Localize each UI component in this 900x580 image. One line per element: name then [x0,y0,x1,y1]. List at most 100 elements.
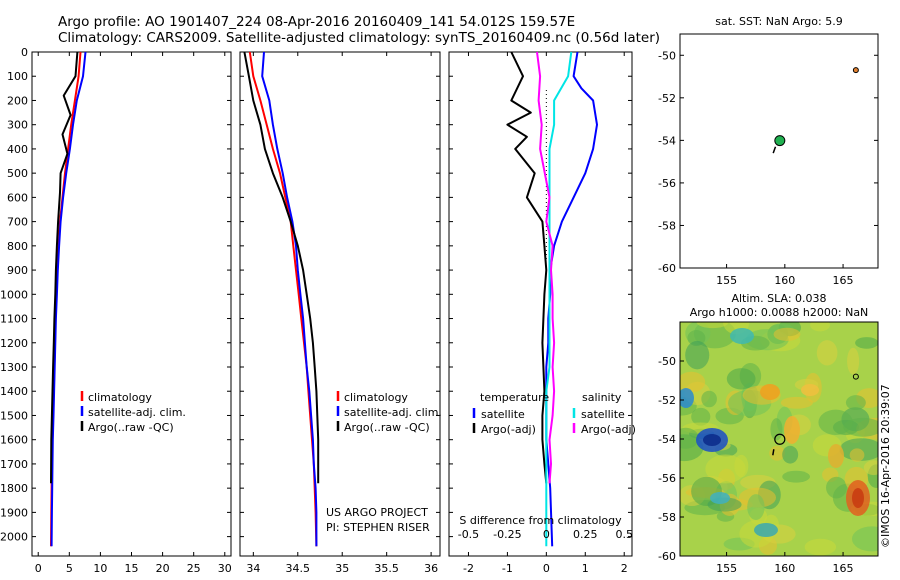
salinity-diff-tick-label: 0.25 [573,528,598,541]
sla-map-blob [810,322,830,332]
temperature-x-tick-label: 5 [66,562,73,575]
depth-tick-label: 2000 [0,531,28,544]
depth-tick-label: 600 [7,191,28,204]
temperature-series-argo [50,51,79,484]
sla-map-anomaly [754,523,778,537]
depth-tick-label: 900 [7,264,28,277]
diff-legend-header-temperature: temperature [480,391,549,404]
temperature-legend-label: satellite-adj. clim. [88,406,186,419]
sla-map-x-tick-label: 160 [774,562,795,575]
sla-map-anomaly [784,416,800,444]
salinity-x-tick-label: 34.5 [286,562,311,575]
page-title-line-2: Climatology: CARS2009. Satellite-adjuste… [58,30,661,46]
depth-tick-label: 500 [7,167,28,180]
difference-x-tick-label: -2 [463,562,474,575]
sla-map-title-line-2: Argo h1000: 0.0088 h2000: NaN [690,306,869,319]
sla-map-blob [773,327,801,341]
sst-map-profile-marker [774,135,786,147]
sla-map-blob [863,460,878,476]
sla-map-previous-marker [852,373,859,380]
sla-map-y-tick-label: -60 [658,550,676,563]
salinity-diff-tick-label: -0.25 [493,528,521,541]
temperature-series-satellite [50,51,87,547]
depth-tick-label: 1300 [0,361,28,374]
sst-map-x-tick-label: 160 [774,274,795,287]
sla-map-y-tick-label: -50 [658,355,676,368]
salinity-plot-frame [239,51,441,557]
salinity-x-axis-label: salinity [320,578,360,580]
sla-map-field [680,322,878,556]
sla-map-y-tick-label: -56 [658,472,676,485]
depth-tick-label: 0 [21,46,28,59]
sla-map-anomaly [730,328,754,344]
salinity-diff-axis-label: S difference from climatology [459,514,622,527]
difference-series-s-argo [536,51,556,484]
sla-map-title-line-1: Altim. SLA: 0.038 [731,292,826,305]
depth-tick-label: 1000 [0,288,28,301]
depth-tick-label: 1700 [0,458,28,471]
imos-watermark: ©IMOS 16-Apr-2016 20:39:07 [879,384,892,548]
depth-tick-label: 300 [7,119,28,132]
sla-map-anomaly [760,384,780,400]
difference-x-tick-label: -1 [502,562,513,575]
temperature-x-axis-label: temperature (deg C) [75,578,188,580]
depth-tick-label: 1900 [0,506,28,519]
project-annotation: US ARGO PROJECT [326,506,428,519]
diff-legend-header-salinity: salinity [582,391,622,404]
depth-tick-label: 1400 [0,385,28,398]
sla-map-anomaly [703,434,721,446]
salinity-series-satellite [261,51,318,547]
sst-map-y-tick-label: -52 [658,92,676,105]
sla-map-blob [726,368,756,390]
diff-legend-label: Argo(-adj) [581,423,636,436]
sla-map-blob [847,347,860,375]
sla-map-blob [845,395,866,411]
salinity-diff-tick-label: 0.5 [615,528,633,541]
depth-tick-label: 400 [7,143,28,156]
salinity-x-tick-label: 35 [335,562,349,575]
diff-legend-label: satellite [581,408,625,421]
sla-map-blob [701,390,717,408]
sla-map-blob [818,409,853,436]
sst-map-y-tick-label: -50 [658,49,676,62]
sla-map-blob [782,470,810,483]
sst-map-frame [679,33,879,269]
sla-map-blob [855,337,878,349]
salinity-diff-tick-label: 0 [543,528,550,541]
sla-map-float-track [772,449,775,456]
sst-map-y-tick-label: -54 [658,134,676,147]
sla-map-blob [685,340,710,370]
sla-map-blob [816,340,838,366]
difference-x-tick-label: 2 [621,562,628,575]
temperature-plot-frame [31,51,232,557]
temperature-x-tick-label: 25 [187,562,201,575]
sla-map-blob [804,538,837,556]
sla-map-blob [782,445,799,464]
sla-map-anomaly [852,488,864,508]
sla-map-blob [734,454,749,478]
depth-tick-label: 1100 [0,313,28,326]
page-title-line-1: Argo profile: AO 1901407_224 08-Apr-2016… [58,14,576,30]
project-annotation: PI: STEPHEN RISER [326,521,430,534]
sst-map-previous-marker [852,67,859,74]
sla-map-blob [849,448,865,462]
difference-x-tick-label: 1 [582,562,589,575]
depth-tick-label: 700 [7,216,28,229]
depth-tick-label: 1600 [0,434,28,447]
salinity-x-tick-label: 34 [246,562,260,575]
sst-map-x-tick-label: 155 [716,274,737,287]
sla-map-blob [770,418,783,441]
sst-map-y-tick-label: -58 [658,219,676,232]
depth-tick-label: 200 [7,94,28,107]
temperature-x-tick-label: 30 [218,562,232,575]
difference-series-s-satellite [545,51,573,547]
diff-legend-label: Argo(-adj) [481,423,536,436]
sla-map-x-tick-label: 155 [716,562,737,575]
depth-tick-label: 1800 [0,482,28,495]
sst-map-x-tick-label: 165 [833,274,854,287]
sla-map-profile-marker [774,433,786,445]
sla-map-y-tick-label: -58 [658,511,676,524]
depth-tick-label: 1500 [0,409,28,422]
difference-series-t-argo [506,51,548,484]
